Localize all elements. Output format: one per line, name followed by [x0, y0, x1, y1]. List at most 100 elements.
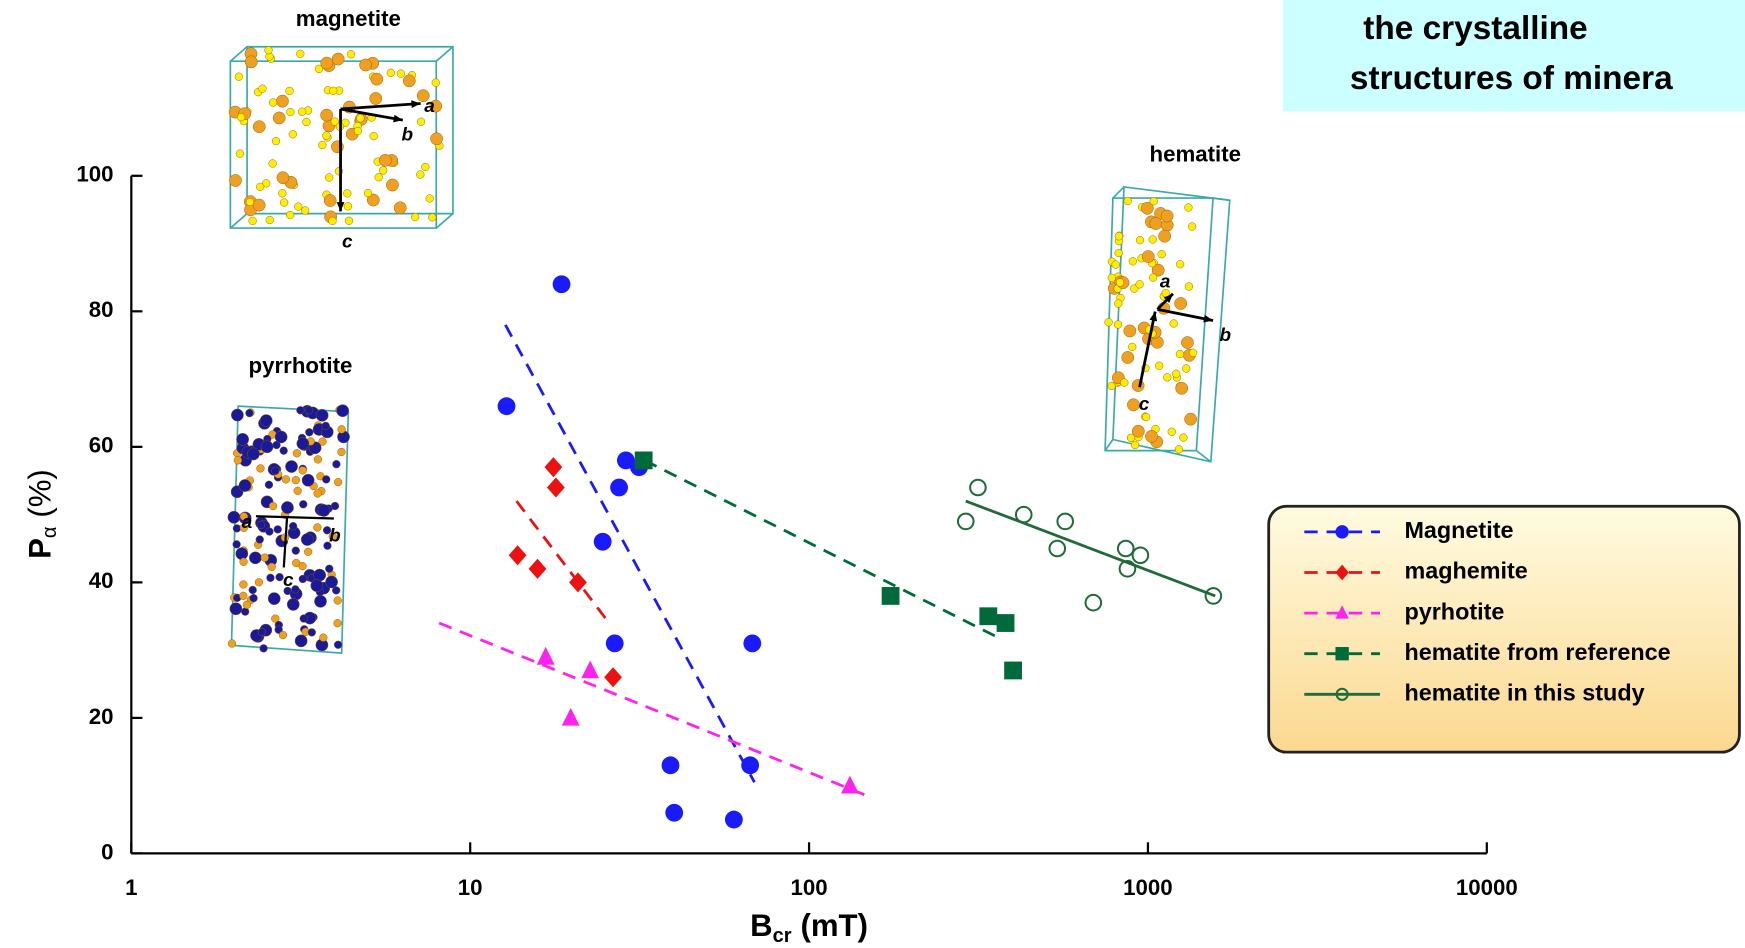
atom [369, 131, 378, 141]
point [605, 634, 624, 653]
atom [248, 585, 257, 595]
atom [276, 94, 289, 108]
atom [1127, 398, 1140, 412]
atom [232, 524, 241, 533]
atom [343, 202, 352, 211]
atom [249, 594, 258, 603]
callout-box [1283, 0, 1745, 112]
atom [1111, 260, 1120, 269]
structure-label: c [1139, 394, 1150, 415]
atom [1184, 203, 1193, 212]
atom [229, 602, 243, 616]
atom [333, 619, 342, 628]
atom [266, 573, 275, 582]
atom [286, 107, 295, 117]
atom [267, 562, 276, 572]
x-axis-title-part: (mT) [801, 908, 868, 943]
atom [239, 512, 249, 521]
crystal-cell [1104, 439, 1114, 452]
atom [1128, 257, 1137, 266]
crystal-axis [282, 516, 289, 568]
atom [333, 640, 343, 649]
atom [285, 210, 295, 220]
point [665, 803, 684, 822]
atom [248, 216, 257, 226]
atom [264, 480, 274, 489]
x-tick-label: 10000 [1456, 875, 1518, 900]
legend-label: hematite from reference [1404, 639, 1670, 665]
point [616, 451, 635, 470]
atom [252, 120, 266, 134]
atom [1107, 273, 1116, 282]
structure-label: b [402, 125, 414, 146]
structure-label: a [424, 96, 435, 117]
atom [288, 130, 297, 139]
atom [299, 614, 308, 623]
structure-label: b [1220, 325, 1232, 346]
x-tick-label: 1 [125, 875, 137, 900]
point [497, 397, 516, 416]
point [508, 545, 527, 566]
atom [259, 414, 273, 427]
crystal-cell [435, 213, 454, 229]
legend-label: maghemite [1404, 558, 1527, 584]
point [1118, 560, 1137, 578]
point [741, 756, 760, 775]
atom [285, 86, 294, 96]
atom [1123, 324, 1137, 338]
legend-marker [1335, 525, 1349, 539]
atom [366, 193, 380, 207]
crystal-cell [1195, 449, 1212, 463]
atom [281, 501, 294, 514]
atom [293, 486, 302, 495]
legend-box [1267, 504, 1741, 754]
atom [1169, 319, 1178, 328]
atom [304, 406, 314, 415]
axis-arrow [340, 102, 421, 111]
atom [285, 460, 298, 473]
atom [1113, 320, 1123, 329]
point [604, 667, 622, 688]
atom [429, 99, 443, 113]
fit-line [643, 459, 997, 638]
atom [313, 523, 322, 532]
atom [386, 68, 395, 77]
atom [291, 476, 300, 485]
fit-line [965, 499, 1216, 598]
crystal-cell [229, 213, 248, 229]
point [1048, 539, 1067, 558]
structure-label: c [342, 232, 353, 253]
atom [1176, 260, 1185, 269]
point [1084, 593, 1103, 612]
point [569, 572, 587, 593]
atom [235, 547, 249, 561]
axis-arrow-head [336, 202, 345, 212]
atom [319, 633, 328, 642]
atom [286, 598, 300, 611]
atom [301, 473, 315, 487]
point [1014, 505, 1033, 524]
atom [1184, 412, 1197, 426]
atom [333, 477, 343, 487]
atom [236, 433, 249, 446]
structure-label: a [242, 512, 253, 533]
atom [296, 437, 310, 450]
atom [300, 533, 314, 546]
y-tick-label: 80 [89, 297, 114, 322]
atom [247, 447, 260, 461]
atom [267, 592, 281, 605]
point [528, 558, 547, 579]
atom [237, 113, 246, 122]
point [552, 275, 571, 294]
atom [1155, 361, 1164, 370]
x-tick-label: 10 [458, 875, 483, 900]
atom [1149, 273, 1158, 282]
fit-line [438, 621, 870, 798]
point [996, 614, 1015, 632]
atom [271, 136, 281, 146]
atom [330, 117, 339, 126]
atom [1149, 217, 1163, 230]
atom [260, 553, 269, 562]
point [841, 775, 859, 794]
crystal-cell [1212, 197, 1230, 202]
